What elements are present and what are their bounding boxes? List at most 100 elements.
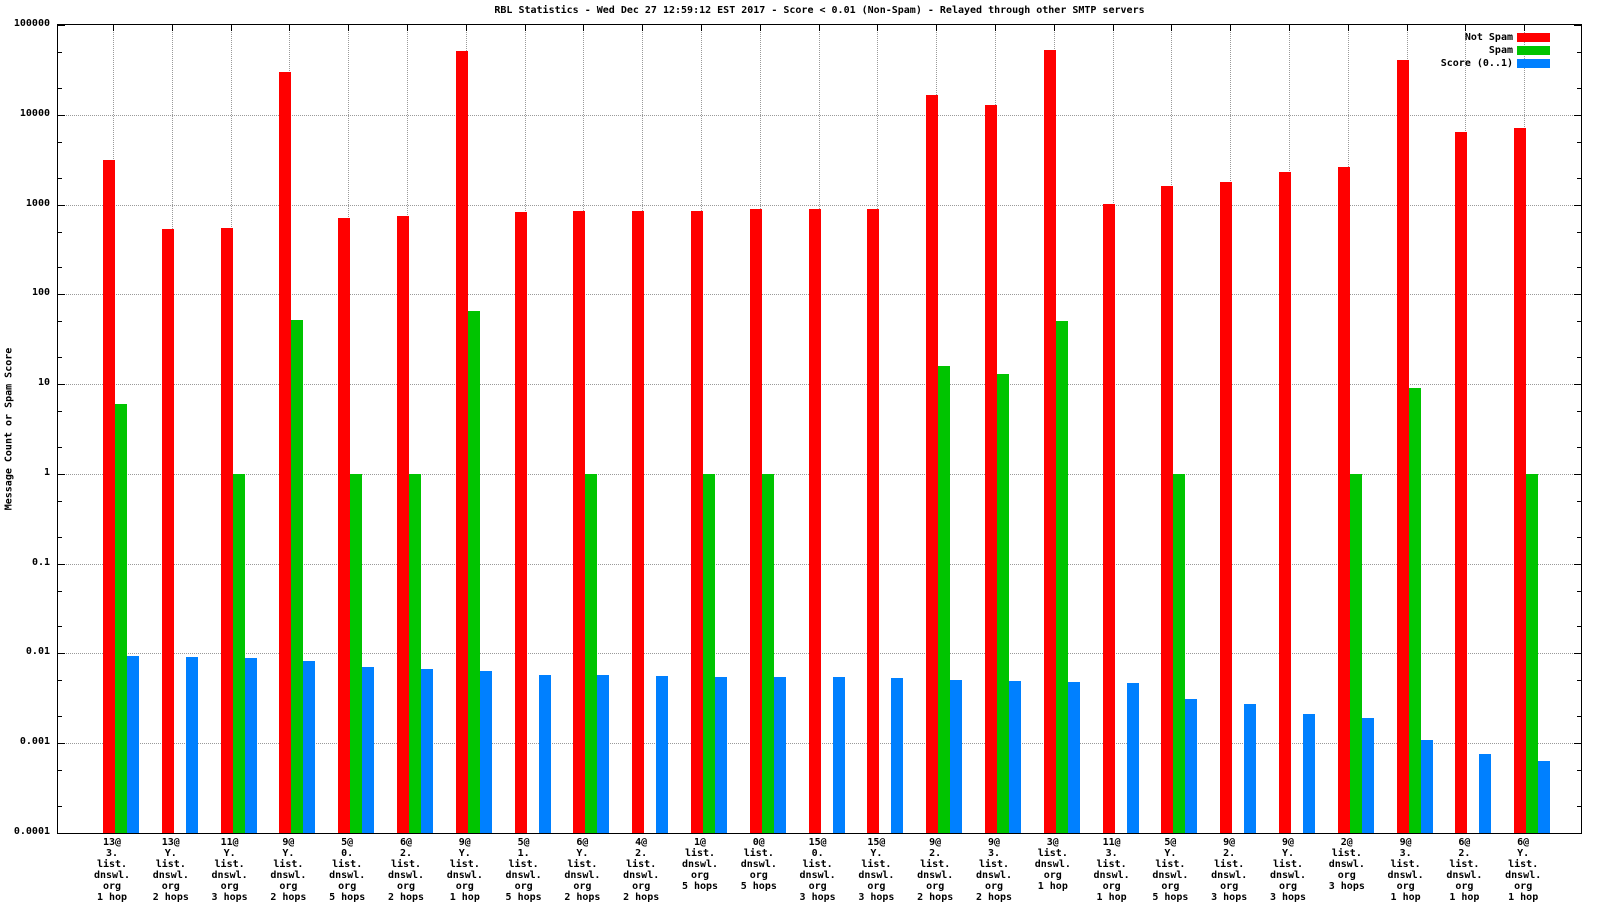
- x-group-label: 6@ 2. list. dnswl. org 2 hops: [371, 837, 441, 903]
- y-tick-label: 100000: [13, 18, 50, 29]
- x-tick-top: [113, 25, 114, 31]
- y-tick-minor-left: [58, 590, 62, 592]
- x-group-label-line: list.: [1508, 859, 1539, 870]
- y-tick-label: 0.001: [19, 736, 50, 748]
- x-group-label-line: 5 hops: [740, 881, 777, 892]
- x-tick-top: [1524, 25, 1526, 31]
- x-group-label-line: org: [220, 881, 239, 892]
- y-tick-minor-left: [58, 680, 62, 682]
- x-group-label-line: 13@: [161, 837, 180, 848]
- bar-score: [715, 676, 727, 833]
- bar-not-spam: [514, 211, 527, 833]
- y-tick-minor-right: [1577, 805, 1581, 807]
- y-tick-minor-left: [58, 141, 62, 143]
- x-group-label-line: dnswl.: [387, 870, 425, 881]
- x-group-label-line: dnswl.: [152, 870, 189, 881]
- y-tick-minor-left: [58, 357, 62, 359]
- bar-not-spam: [985, 104, 997, 833]
- y-tick-major-left: [58, 653, 65, 655]
- x-group-label-line: 2.: [635, 848, 648, 859]
- bar-score: [1420, 739, 1433, 833]
- x-group-label-line: dnswl.: [1446, 870, 1483, 881]
- x-group-label: 0@ list. dnswl. org 5 hops: [724, 837, 794, 892]
- y-tick-major-right: [1574, 294, 1581, 296]
- y-tick-label: 10: [37, 377, 50, 389]
- x-group-label: 9@ 2. list. dnswl. org 2 hops: [900, 837, 970, 903]
- x-group-label-line: dnswl.: [1387, 870, 1424, 881]
- bar-score: [244, 658, 257, 833]
- y-tick-minor-left: [58, 321, 62, 323]
- x-group-label-line: org: [1043, 870, 1062, 881]
- x-group-label-line: list.: [96, 859, 128, 870]
- x-group-label-line: dnswl.: [917, 870, 954, 881]
- x-tick-top: [701, 25, 702, 31]
- y-tick-minor-left: [58, 267, 62, 269]
- x-group-label-line: org: [455, 881, 474, 892]
- bar-spam: [115, 404, 127, 833]
- x-group-label-line: org: [1396, 881, 1415, 892]
- x-group-label-line: org: [338, 881, 357, 892]
- x-group-label-line: list.: [508, 859, 539, 870]
- x-tick-top: [524, 25, 526, 31]
- x-group-label-line: 2 hops: [387, 892, 425, 903]
- y-tick-major-right: [1574, 384, 1581, 386]
- y-tick-minor-left: [58, 177, 62, 179]
- x-group-label-line: list.: [1214, 859, 1245, 870]
- y-tick-minor-left: [58, 770, 62, 772]
- x-group-label-line: dnswl.: [270, 870, 307, 881]
- x-group-label-line: 9@: [987, 837, 1001, 848]
- y-tick-major-right: [1574, 653, 1581, 655]
- bar-not-spam: [1220, 181, 1233, 833]
- x-group-label-line: list.: [684, 848, 716, 859]
- x-group-label-line: list.: [1331, 848, 1362, 859]
- bar-not-spam: [1161, 186, 1174, 833]
- x-group-label-line: Y.: [1517, 848, 1530, 859]
- x-group-label-line: list.: [920, 859, 951, 870]
- x-tick-top: [348, 25, 350, 31]
- bar-score: [538, 674, 551, 833]
- bar-not-spam: [1279, 172, 1291, 833]
- x-group-label-line: 2 hops: [270, 892, 307, 903]
- y-tick-major-left: [58, 833, 65, 834]
- bar-not-spam: [103, 160, 115, 833]
- x-group-label-line: Y.: [282, 848, 295, 859]
- bar-spam: [703, 473, 715, 833]
- x-group-label-line: Y.: [1281, 848, 1295, 859]
- x-group-label-line: list.: [1037, 848, 1068, 859]
- x-group-label-line: 3 hops: [1269, 892, 1307, 903]
- y-tick-major-right: [1574, 114, 1581, 116]
- y-tick-minor-left: [58, 87, 62, 89]
- x-group-label-line: 1 hop: [1449, 892, 1480, 903]
- y-tick-minor-right: [1577, 446, 1581, 448]
- x-group-label-line: list.: [1272, 859, 1304, 870]
- y-tick-minor-left: [58, 52, 62, 54]
- bar-score: [656, 676, 669, 833]
- bar-score: [1538, 760, 1551, 833]
- y-tick-minor-left: [58, 536, 62, 538]
- bar-score: [1479, 754, 1492, 833]
- x-group-label-line: list.: [1155, 859, 1186, 870]
- x-group-label-line: org: [1278, 881, 1298, 892]
- x-group-label-line: 11@: [220, 837, 239, 848]
- y-tick-minor-right: [1577, 590, 1581, 592]
- legend-swatch-spam: [1517, 46, 1550, 55]
- bar-score: [185, 656, 198, 833]
- x-group-label-line: dnswl.: [446, 870, 483, 881]
- bar-score: [1067, 682, 1080, 833]
- bar-spam: [1349, 473, 1362, 833]
- bar-spam: [938, 365, 951, 833]
- bar-spam: [291, 319, 304, 833]
- x-tick-top: [171, 25, 173, 31]
- x-group-label-line: list.: [1449, 859, 1480, 870]
- y-tick-minor-right: [1577, 536, 1581, 538]
- x-group-label-line: 2 hops: [623, 892, 660, 903]
- x-group-label-line: org: [102, 881, 122, 892]
- x-group-label-line: list.: [802, 859, 833, 870]
- x-group-label-line: 3 hops: [858, 892, 895, 903]
- x-group-label-line: Y.: [1164, 848, 1177, 859]
- x-group-label-line: list.: [1096, 859, 1127, 870]
- y-tick-label: 10000: [19, 107, 50, 119]
- x-group-label-line: 2.: [1458, 848, 1471, 859]
- y-tick-minor-left: [58, 626, 62, 628]
